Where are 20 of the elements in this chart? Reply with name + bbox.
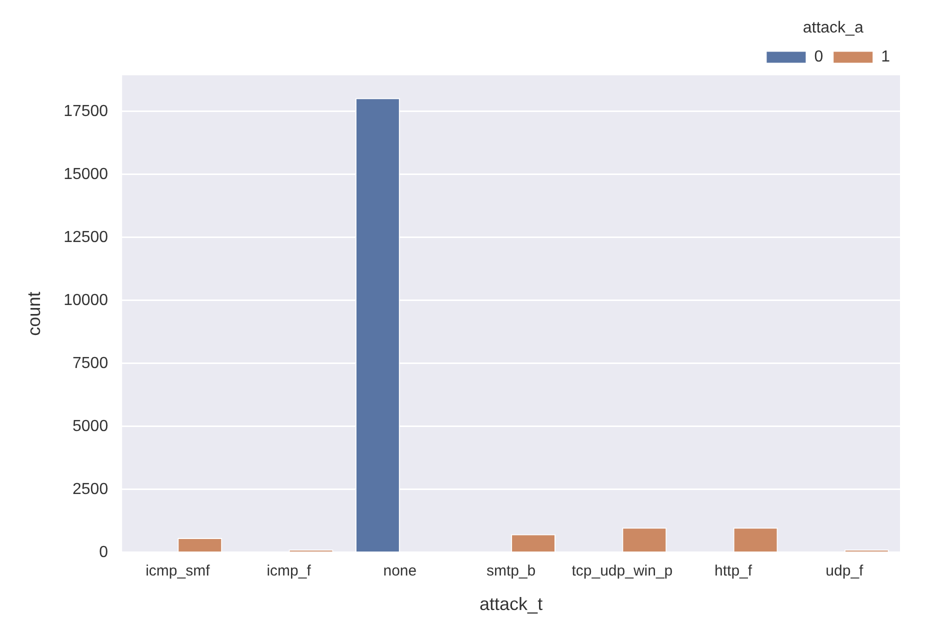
x-tick-label: smtp_b <box>486 562 536 580</box>
y-tick-label: 5000 <box>72 418 108 435</box>
x-tick-label: udp_f <box>826 562 864 580</box>
legend-label: 1 <box>881 48 890 66</box>
y-axis-title: count <box>24 292 44 336</box>
y-tick-label: 12500 <box>64 228 108 246</box>
x-tick-label: none <box>383 562 417 580</box>
x-tick-label: http_f <box>714 562 753 580</box>
x-tick-label: icmp_smf <box>146 562 211 580</box>
legend-title: attack_a <box>802 19 864 36</box>
x-tick-label: icmp_f <box>266 562 312 580</box>
legend-label: 0 <box>814 48 824 66</box>
y-tick-label: 10000 <box>64 292 108 309</box>
x-tick-label: tcp_udp_win_p <box>572 562 673 580</box>
y-tick-label: 15000 <box>64 166 108 183</box>
y-tick-label: 2500 <box>72 480 108 498</box>
y-tick-label: 17500 <box>64 102 108 120</box>
y-tick-label: 7500 <box>72 354 108 372</box>
y-tick-label: 0 <box>99 544 108 561</box>
x-axis-title: attack_t <box>480 594 543 614</box>
